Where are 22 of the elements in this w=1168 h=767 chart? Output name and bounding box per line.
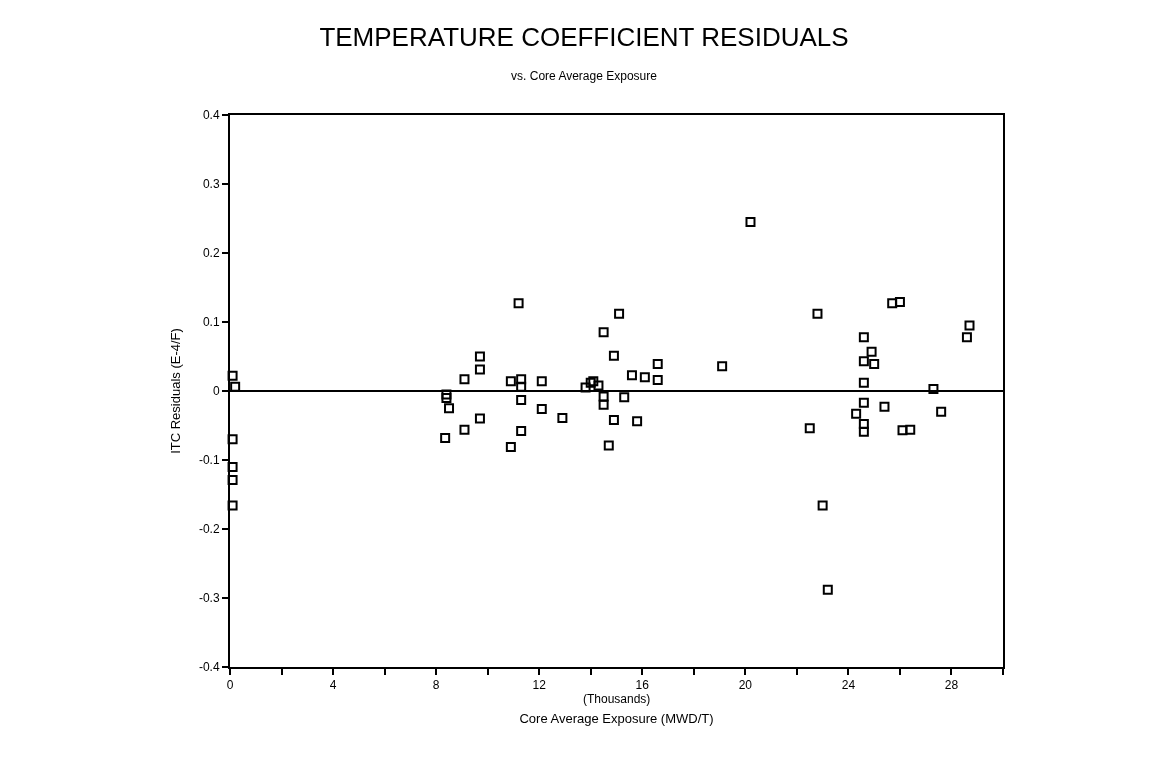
- chart-title: TEMPERATURE COEFFICIENT RESIDUALS: [319, 22, 849, 53]
- x-tick-label: 0: [226, 678, 234, 693]
- y-tick-label: -0.4: [198, 660, 220, 675]
- y-tick-label: 0.3: [202, 177, 220, 192]
- y-axis-title: ITC Residuals (E-4/F): [168, 328, 184, 454]
- x-tick-label: 12: [532, 678, 547, 693]
- x-tick-label: 4: [329, 678, 337, 693]
- y-tick-label: 0.4: [202, 108, 220, 123]
- y-tick-label: 0.2: [202, 246, 220, 261]
- chart-subtitle: vs. Core Average Exposure: [511, 68, 658, 83]
- y-tick-label: 0.1: [202, 315, 220, 330]
- y-tick-label: 0: [212, 384, 220, 399]
- x-tick-label: 8: [432, 678, 440, 693]
- y-tick-label: -0.3: [198, 591, 220, 606]
- y-tick-label: -0.2: [198, 522, 220, 537]
- y-tick-label: -0.1: [198, 453, 220, 468]
- x-axis-title: Core Average Exposure (MWD/T): [519, 710, 714, 726]
- text: (Thousands): [583, 692, 651, 706]
- x-tick-label: 20: [738, 678, 753, 693]
- x-tick-label: 16: [635, 678, 650, 693]
- x-tick-label: 24: [841, 678, 856, 693]
- x-tick-label: 28: [944, 678, 959, 693]
